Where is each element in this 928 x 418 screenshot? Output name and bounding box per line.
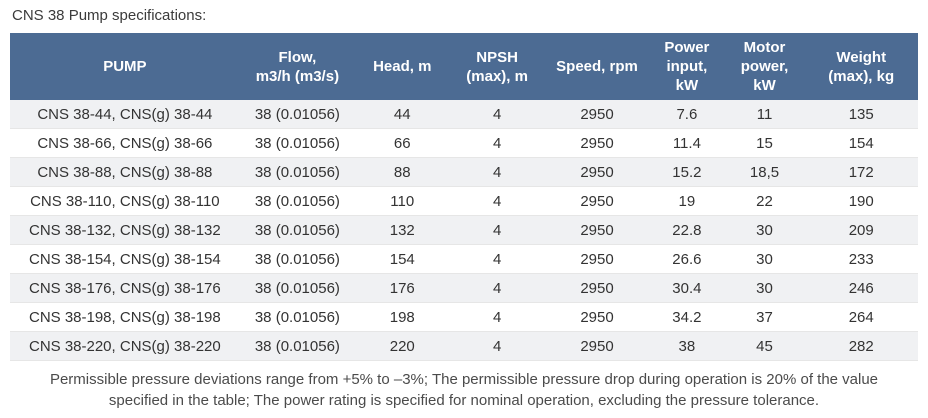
table-cell: CNS 38-66, CNS(g) 38-66: [10, 128, 240, 158]
column-header-weight: Weight (max), kg: [804, 33, 918, 100]
table-row: CNS 38-44, CNS(g) 38-44 38 (0.01056) 44 4 29…: [10, 100, 918, 129]
table-cell: CNS 38-220, CNS(g) 38-220: [10, 331, 240, 361]
column-header-power-input: Power input, kW: [649, 33, 725, 100]
table-cell: 2950: [544, 157, 650, 187]
table-row: CNS 38-132, CNS(g) 38-132 38 (0.01056) 132…: [10, 215, 918, 245]
table-cell: 176: [355, 273, 450, 303]
table-cell: 38 (0.01056): [239, 157, 356, 187]
table-cell: CNS 38-154, CNS(g) 38-154: [10, 244, 240, 274]
table-cell: CNS 38-44, CNS(g) 38-44: [10, 100, 240, 129]
table-row: CNS 38-176, CNS(g) 38-176 38 (0.01056) 176…: [10, 273, 918, 303]
table-row: CNS 38-198, CNS(g) 38-198 38 (0.01056) 198…: [10, 302, 918, 332]
table-cell: 135: [804, 100, 918, 129]
table-cell: 37: [724, 302, 805, 332]
table-row: CNS 38-154, CNS(g) 38-154 38 (0.01056) 154…: [10, 244, 918, 274]
table-cell: 2950: [544, 273, 650, 303]
table-cell: 30: [724, 244, 805, 274]
table-cell: 4: [449, 186, 545, 216]
column-header-npsh: NPSH (max), m: [449, 33, 545, 100]
table-cell: 220: [355, 331, 450, 361]
table-cell: 4: [449, 100, 545, 129]
table-cell: 209: [804, 215, 918, 245]
table-cell: 282: [804, 331, 918, 361]
table-cell: 38 (0.01056): [239, 186, 356, 216]
table-cell: 2950: [544, 244, 650, 274]
table-cell: CNS 38-176, CNS(g) 38-176: [10, 273, 240, 303]
table-cell: 2950: [544, 186, 650, 216]
table-cell: 45: [724, 331, 805, 361]
column-header-motor-power: Motor power, kW: [724, 33, 805, 100]
table-cell: 172: [804, 157, 918, 187]
table-cell: 4: [449, 331, 545, 361]
table-cell: 88: [355, 157, 450, 187]
table-cell: 233: [804, 244, 918, 274]
column-header-head: Head, m: [355, 33, 450, 100]
table-cell: 19: [649, 186, 725, 216]
table-cell: 246: [804, 273, 918, 303]
table-row: CNS 38-88, CNS(g) 38-88 38 (0.01056) 88 4 29…: [10, 157, 918, 187]
table-cell: 22: [724, 186, 805, 216]
table-cell: 30: [724, 215, 805, 245]
table-cell: 264: [804, 302, 918, 332]
table-cell: 38 (0.01056): [239, 100, 356, 129]
table-row: CNS 38-66, CNS(g) 38-66 38 (0.01056) 66 4 29…: [10, 128, 918, 158]
table-cell: 4: [449, 215, 545, 245]
table-cell: 198: [355, 302, 450, 332]
table-cell: 38 (0.01056): [239, 331, 356, 361]
table-cell: 30: [724, 273, 805, 303]
table-cell: 18,5: [724, 157, 805, 187]
table-cell: 66: [355, 128, 450, 158]
table-cell: 30.4: [649, 273, 725, 303]
table-cell: 34.2: [649, 302, 725, 332]
table-cell: 15.2: [649, 157, 725, 187]
table-cell: 4: [449, 244, 545, 274]
table-cell: 154: [804, 128, 918, 158]
column-header-pump: PUMP: [10, 33, 240, 100]
table-row: CNS 38-110, CNS(g) 38-110 38 (0.01056) 110…: [10, 186, 918, 216]
table-cell: 38 (0.01056): [239, 302, 356, 332]
table-body: CNS 38-44, CNS(g) 38-44 38 (0.01056) 44 4 29…: [10, 100, 918, 361]
table-cell: 38 (0.01056): [239, 128, 356, 158]
page-title: CNS 38 Pump specifications:: [12, 7, 207, 24]
table-cell: 38: [649, 331, 725, 361]
column-header-flow: Flow, m3/h (m3/s): [239, 33, 356, 100]
table-cell: CNS 38-198, CNS(g) 38-198: [10, 302, 240, 332]
table-cell: CNS 38-110, CNS(g) 38-110: [10, 186, 240, 216]
footnote: Permissible pressure deviations range fr…: [49, 371, 879, 409]
table-cell: 38 (0.01056): [239, 273, 356, 303]
table-cell: 38 (0.01056): [239, 244, 356, 274]
table-cell: 11: [724, 100, 805, 129]
table-header-row: PUMP Flow, m3/h (m3/s) Head, m NPSH (max…: [10, 33, 918, 100]
table-cell: 4: [449, 302, 545, 332]
table-cell: 4: [449, 157, 545, 187]
table-row: CNS 38-220, CNS(g) 38-220 38 (0.01056) 220…: [10, 331, 918, 361]
table-cell: 2950: [544, 100, 650, 129]
column-header-speed: Speed, rpm: [544, 33, 650, 100]
table-cell: 15: [724, 128, 805, 158]
table-cell: 2950: [544, 302, 650, 332]
table-cell: 4: [449, 273, 545, 303]
table-cell: 132: [355, 215, 450, 245]
pump-spec-table: PUMP Flow, m3/h (m3/s) Head, m NPSH (max…: [10, 33, 918, 361]
table-cell: 110: [355, 186, 450, 216]
table-cell: 7.6: [649, 100, 725, 129]
table-cell: CNS 38-132, CNS(g) 38-132: [10, 215, 240, 245]
table-cell: CNS 38-88, CNS(g) 38-88: [10, 157, 240, 187]
table-cell: 2950: [544, 331, 650, 361]
table-cell: 2950: [544, 215, 650, 245]
table-cell: 2950: [544, 128, 650, 158]
table-cell: 44: [355, 100, 450, 129]
table-cell: 22.8: [649, 215, 725, 245]
table-cell: 26.6: [649, 244, 725, 274]
table-cell: 190: [804, 186, 918, 216]
table-cell: 11.4: [649, 128, 725, 158]
table-cell: 4: [449, 128, 545, 158]
table-cell: 38 (0.01056): [239, 215, 356, 245]
table-cell: 154: [355, 244, 450, 274]
